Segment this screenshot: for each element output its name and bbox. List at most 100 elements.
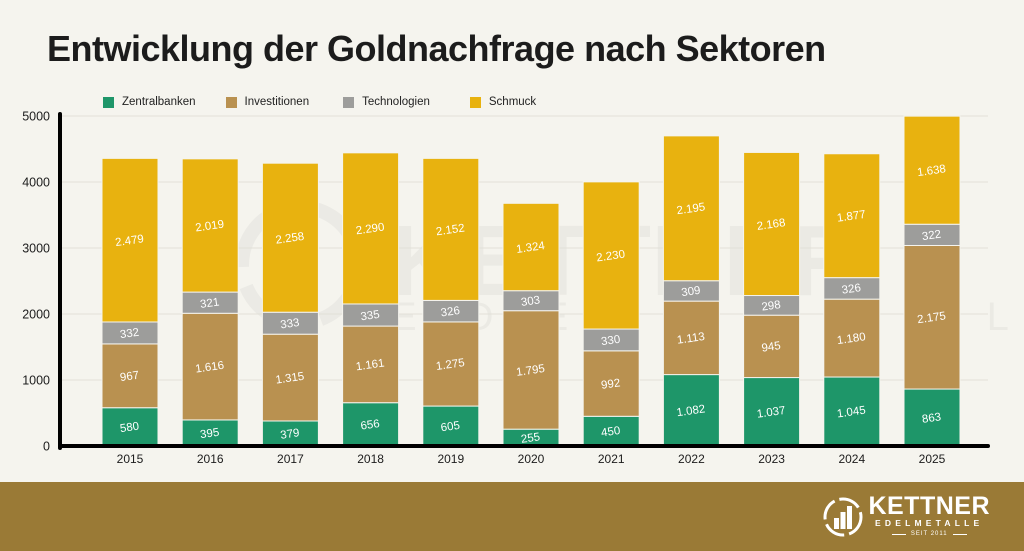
legend-swatch-zentralbanken [103, 96, 114, 108]
data-label: 1.037 [756, 405, 786, 421]
bar-segment-investitionen-2021 [582, 350, 640, 417]
data-label: 1.315 [275, 371, 305, 387]
brand-logo: KETTNER EDELMETALLE SEIT 2011 [822, 494, 990, 539]
data-label: 1.616 [195, 360, 225, 376]
bars: 580 967 332 2.479 395 1.616 321 2.019 379 1.315 33… [101, 115, 961, 447]
data-label: 303 [520, 294, 541, 309]
x-tick-label: 2019 [437, 452, 464, 466]
bar-segment-investitionen-2018 [342, 325, 400, 404]
y-tick-label: 2000 [22, 308, 50, 322]
bar-segment-schmuck-2025 [903, 115, 961, 225]
data-label: 326 [841, 282, 862, 297]
legend-label: Zentralbanken [122, 96, 196, 108]
data-label: 1.180 [836, 331, 866, 347]
data-label: 255 [520, 431, 541, 446]
axes: 0 1000 2000 3000 4000 5000 2015 2016 2017 2018 201… [22, 110, 990, 466]
bar-segment-zentralbanken-2016 [181, 419, 239, 447]
x-tick-label: 2020 [518, 452, 545, 466]
data-label: 605 [440, 420, 461, 435]
legend-label: Schmuck [488, 96, 537, 108]
data-label: 322 [921, 229, 942, 244]
data-label: 395 [199, 427, 220, 442]
data-label: 326 [440, 305, 461, 320]
y-tick-label: 4000 [22, 176, 50, 190]
bar-segment-schmuck-2023 [743, 151, 801, 297]
data-label: 379 [280, 427, 301, 442]
bar-segment-schmuck-2018 [342, 152, 400, 305]
legend-swatch-technologien [343, 96, 355, 108]
data-label: 2.168 [756, 217, 786, 233]
data-label: 2.290 [355, 221, 385, 237]
legend-item-technologien: Technologien [343, 96, 430, 108]
data-label: 2.152 [435, 222, 465, 238]
data-label: 335 [360, 309, 381, 324]
data-label: 1.324 [515, 240, 546, 256]
legend-label: Investitionen [244, 96, 310, 108]
logo-since: SEIT 2011 [887, 529, 972, 539]
bar-segment-investitionen-2024 [823, 298, 881, 378]
data-label: 1.045 [836, 405, 866, 421]
legend-swatch-schmuck [469, 96, 481, 108]
x-tick-label: 2022 [678, 452, 705, 466]
y-tick-label: 1000 [22, 374, 50, 388]
x-tick-label: 2025 [919, 452, 946, 466]
data-label: 298 [761, 299, 782, 314]
bar-segment-investitionen-2015 [101, 343, 159, 409]
data-label: 1.161 [355, 357, 385, 373]
bar-segment-investitionen-2016 [181, 312, 239, 421]
legend-swatch-investitionen [225, 96, 237, 108]
data-label: 1.113 [676, 331, 705, 347]
y-tick-label: 0 [43, 440, 50, 454]
bar-segment-schmuck-2024 [823, 153, 881, 279]
bar-segment-schmuck-2015 [101, 157, 159, 323]
footer-band [0, 482, 1024, 551]
data-label: 330 [600, 334, 621, 349]
bar-segment-zentralbanken-2021 [582, 415, 640, 447]
y-tick-label: 3000 [22, 242, 50, 256]
bar-segment-investitionen-2019 [422, 321, 480, 407]
bar-segment-investitionen-2022 [662, 300, 720, 376]
data-label: 2.019 [195, 219, 225, 235]
stacked-bar-chart: KETTNER EDELMETALLE 5809673322.4793951.6… [22, 109, 990, 466]
x-tick-label: 2024 [838, 452, 865, 466]
data-label: 945 [761, 340, 782, 355]
chart-legend: Zentralbanken Investitionen Technologien… [103, 96, 566, 108]
x-tick-label: 2016 [197, 452, 224, 466]
data-label: 863 [921, 411, 942, 426]
x-tick-label: 2021 [598, 452, 625, 466]
x-tick-label: 2017 [277, 452, 304, 466]
data-label: 967 [119, 370, 140, 385]
legend-label: Technologien [362, 96, 430, 108]
x-tick-label: 2018 [357, 452, 384, 466]
data-label: 333 [280, 317, 301, 332]
bar-segment-schmuck-2016 [181, 158, 239, 293]
legend-item-schmuck: Schmuck [469, 96, 537, 108]
data-label: 1.877 [836, 209, 866, 225]
bar-segment-zentralbanken-2015 [101, 407, 159, 447]
bar-segment-zentralbanken-2018 [342, 402, 400, 447]
data-label: 2.175 [916, 310, 946, 326]
logo-subtitle: EDELMETALLE [875, 518, 984, 528]
data-label: 992 [600, 377, 621, 392]
data-label: 1.638 [916, 163, 946, 179]
x-tick-label: 2023 [758, 452, 785, 466]
data-label: 1.795 [515, 363, 545, 379]
bar-segment-zentralbanken-2024 [823, 376, 881, 447]
data-label: 2.195 [676, 201, 706, 217]
bar-segment-zentralbanken-2023 [743, 377, 801, 447]
logo-chart-icon [823, 497, 863, 536]
data-label: 2.230 [596, 249, 626, 265]
chart-title: Entwicklung der Goldnachfrage nach Sekto… [47, 28, 826, 69]
data-label: 332 [119, 327, 140, 342]
x-tick-label: 2015 [117, 452, 144, 466]
data-label: 656 [360, 418, 381, 433]
data-label: 1.082 [676, 403, 706, 419]
legend-item-zentralbanken: Zentralbanken [103, 96, 196, 108]
data-label: 321 [199, 296, 220, 311]
bar-segment-zentralbanken-2022 [662, 374, 720, 447]
bar-segment-schmuck-2021 [582, 181, 640, 330]
logo-name: KETTNER [868, 492, 990, 520]
bar-segment-investitionen-2017 [261, 333, 319, 422]
legend-item-investitionen: Investitionen [225, 96, 310, 108]
data-label: 1.275 [435, 357, 465, 373]
